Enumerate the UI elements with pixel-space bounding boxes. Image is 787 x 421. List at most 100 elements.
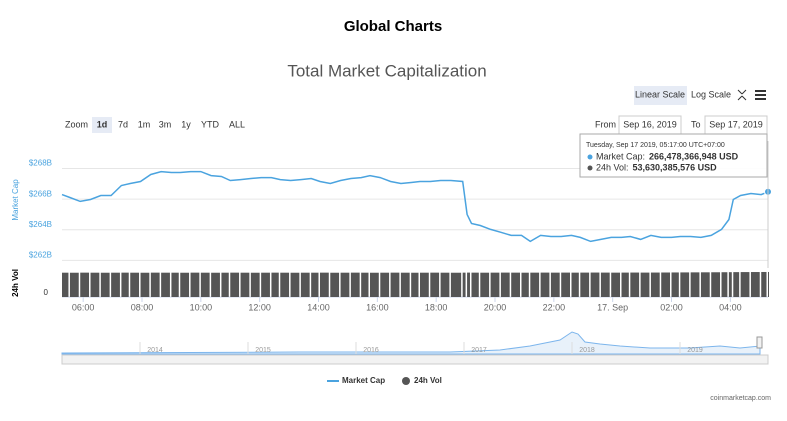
volume-bar [467, 272, 470, 297]
scrollbar[interactable] [61, 354, 769, 365]
navigator-label: 2016 [363, 347, 379, 354]
fullscreen-icon[interactable] [737, 89, 747, 101]
volume-bar [462, 272, 466, 297]
volume-bar [280, 272, 290, 297]
from-date[interactable]: Sep 16, 2019 [623, 119, 677, 129]
y2-tick-label: 0 [44, 288, 49, 297]
zoom-button[interactable]: 3m [159, 119, 172, 129]
volume-bar [761, 271, 767, 297]
x-tick-label: 18:00 [425, 302, 448, 312]
navigator-series [61, 331, 761, 355]
zoom-button-bg[interactable] [92, 117, 112, 133]
volume-bar [590, 272, 600, 297]
volume-bar [121, 272, 129, 297]
volume-bar [740, 272, 750, 297]
volume-bar [221, 272, 229, 297]
volume-bar [490, 272, 500, 297]
to-date[interactable]: Sep 17, 2019 [709, 119, 763, 129]
volume-bar [62, 272, 69, 297]
x-tick-label: 14:00 [307, 302, 330, 312]
volume-bar [690, 272, 700, 297]
volume-bar [733, 272, 740, 297]
menu-icon[interactable] [755, 90, 766, 100]
zoom-button[interactable]: 1d [97, 119, 108, 129]
legend-swatch [402, 377, 410, 385]
volume-bar [261, 272, 270, 297]
navigator-label: 2019 [687, 347, 703, 354]
legend-label[interactable]: Market Cap [342, 376, 385, 385]
navigator-handle[interactable] [756, 336, 763, 349]
volume-bar [440, 272, 450, 297]
volume-bar [311, 272, 319, 297]
x-tick-label: 16:00 [366, 302, 389, 312]
volume-bar [340, 272, 350, 297]
zoom-button[interactable]: YTD [201, 119, 220, 129]
x-tick-label: 10:00 [190, 302, 213, 312]
zoom-button[interactable]: 1m [138, 119, 151, 129]
y-tick-label: $264B [29, 220, 52, 229]
scale-button[interactable]: Log Scale [691, 89, 731, 99]
from-label: From [595, 119, 616, 129]
volume-bar [530, 272, 540, 297]
zoom-button[interactable]: 1y [181, 119, 191, 129]
volume-bar [411, 272, 419, 297]
scale-button[interactable]: Linear Scale [635, 89, 685, 99]
volume-bar [180, 272, 190, 297]
navigator-label: 2017 [471, 347, 487, 354]
volume-bar [111, 272, 120, 297]
scale-button-bg[interactable] [634, 86, 687, 105]
volume-bar [600, 272, 610, 297]
volume-bar [561, 272, 570, 297]
to-label: To [691, 119, 701, 129]
volume-bar [150, 272, 160, 297]
volume-bar [400, 272, 410, 297]
volume-bar [621, 272, 629, 297]
tooltip-value: 266,478,366,948 USD [649, 151, 739, 161]
legend-label[interactable]: 24h Vol [414, 376, 442, 385]
tooltip-label: 24h Vol: [596, 162, 629, 172]
volume-bar [230, 272, 240, 297]
volume-bar [390, 272, 400, 297]
tooltip-label: Market Cap: [596, 151, 645, 161]
x-tick-label: 06:00 [72, 302, 95, 312]
x-tick-label: 22:00 [543, 302, 566, 312]
zoom-button[interactable]: 7d [118, 119, 128, 129]
volume-bar [630, 272, 640, 297]
zoom-label: Zoom [65, 119, 88, 129]
chart-title: Total Market Capitalization [287, 61, 486, 80]
volume-bar [680, 272, 690, 297]
x-tick-label: 17. Sep [597, 302, 628, 312]
volume-bar [671, 272, 679, 297]
volume-bar [728, 272, 732, 297]
tooltip-value: 53,630,385,576 USD [633, 162, 718, 172]
volume-bar [140, 272, 150, 297]
volume-bar [161, 272, 170, 297]
volume-bar [290, 272, 300, 297]
volume-bar [550, 272, 560, 297]
volume-bar [511, 272, 520, 297]
volume-bar [571, 272, 579, 297]
volume-bar [361, 272, 369, 297]
volume-bar [330, 272, 340, 297]
volume-bar [90, 272, 100, 297]
volume-bar [171, 272, 179, 297]
x-tick-label: 04:00 [719, 302, 742, 312]
page-title: Global Charts [344, 18, 442, 35]
volume-bar [80, 272, 90, 297]
x-tick-label: 02:00 [660, 302, 683, 312]
volume-bar [521, 272, 529, 297]
navigator-label: 2014 [147, 347, 163, 354]
y-tick-label: $266B [29, 189, 52, 198]
volume-bar [380, 272, 390, 297]
y2-axis-label: 24h Vol [11, 269, 20, 297]
volume-bar [200, 272, 210, 297]
volume-bar [611, 272, 621, 297]
volume-bar [69, 272, 79, 297]
volume-bar [350, 272, 360, 297]
x-tick-label: 12:00 [248, 302, 271, 312]
volume-bar [661, 272, 671, 297]
x-tick-label: 08:00 [131, 302, 154, 312]
volume-bar [240, 272, 250, 297]
credit: coinmarketcap.com [710, 395, 771, 402]
zoom-button[interactable]: ALL [229, 119, 245, 129]
